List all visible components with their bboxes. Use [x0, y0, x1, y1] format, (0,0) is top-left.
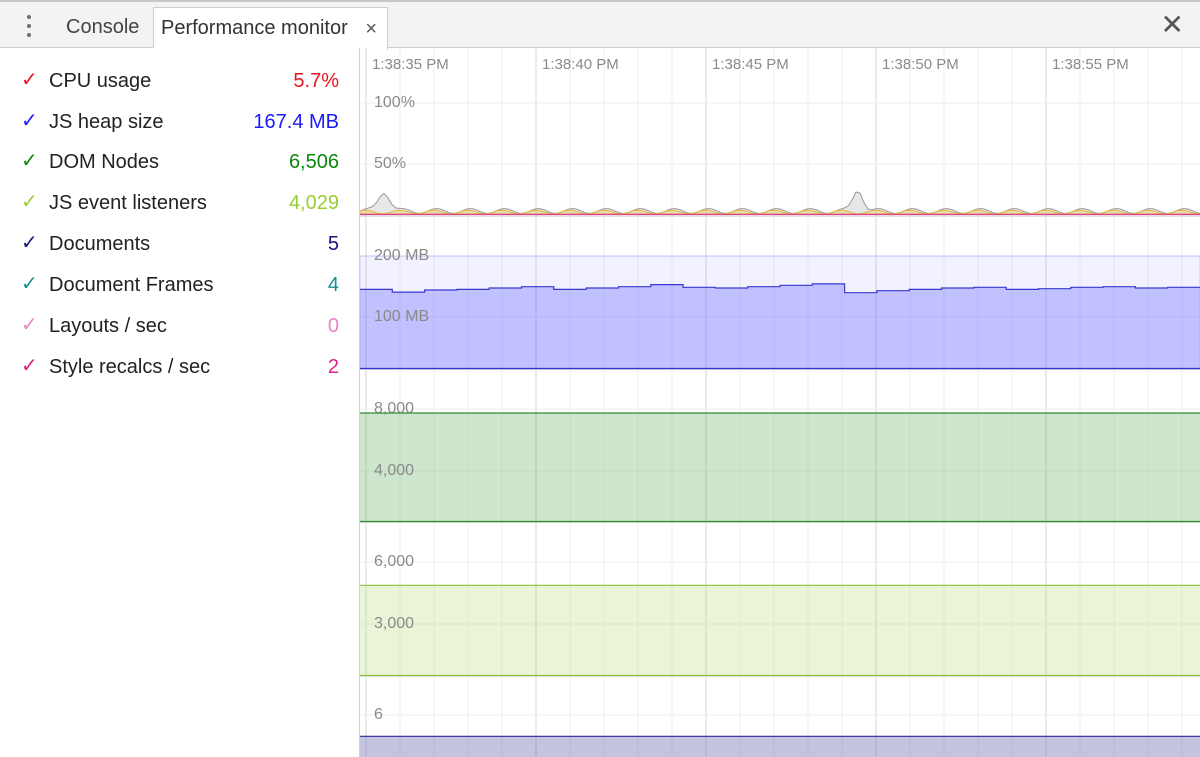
axis-label: 100%	[374, 94, 415, 111]
checkmark-icon[interactable]: ✓	[21, 273, 38, 295]
axis-label: 6	[374, 706, 383, 723]
axis-label: 4,000	[374, 462, 414, 479]
metric-label: Document Frames	[49, 274, 214, 296]
checkmark-icon[interactable]: ✓	[21, 314, 38, 336]
axis-label: 6,000	[374, 553, 414, 570]
metric-value: 4	[327, 274, 339, 296]
axis-label: 50%	[374, 155, 406, 172]
metric-value: 6,506	[288, 151, 339, 173]
metric-label: JS heap size	[49, 111, 164, 133]
metric-row[interactable]: ✓ Document Frames 4	[0, 264, 359, 304]
metric-row[interactable]: ✓ Style recalcs / sec 2	[0, 346, 359, 386]
metric-row[interactable]: ✓ DOM Nodes 6,506	[0, 141, 359, 181]
metric-row[interactable]: ✓ CPU usage 5.7%	[0, 60, 359, 100]
time-tick-label: 1:38:40 PM	[542, 56, 619, 73]
tab-performance-monitor[interactable]: Performance monitor ×	[153, 7, 388, 50]
close-tab-icon[interactable]: ×	[365, 18, 377, 40]
metrics-sidebar: ✓ CPU usage 5.7% ✓ JS heap size 167.4 MB ✓ DOM …	[0, 48, 360, 757]
metric-value: 0	[327, 315, 339, 337]
metric-row[interactable]: ✓ Documents 5	[0, 223, 359, 263]
metric-label: Style recalcs / sec	[49, 356, 211, 378]
checkmark-icon[interactable]: ✓	[21, 110, 38, 132]
axis-label: 8,000	[374, 400, 414, 417]
checkmark-icon[interactable]: ✓	[21, 150, 38, 172]
dom-nodesarea	[360, 413, 1200, 522]
metric-label: CPU usage	[49, 70, 152, 92]
metric-label: Layouts / sec	[49, 315, 167, 337]
js-event-listenersarea	[360, 585, 1200, 676]
checkmark-icon[interactable]: ✓	[21, 69, 38, 91]
devtools-tab-bar: Console Performance monitor × ✕	[0, 0, 1200, 50]
checkmark-icon[interactable]: ✓	[21, 191, 38, 213]
metric-value: 2	[327, 356, 339, 378]
time-tick-label: 1:38:50 PM	[882, 56, 959, 73]
tab-console-label: Console	[66, 16, 140, 38]
metric-value: 5.7%	[293, 70, 339, 92]
metric-value: 167.4 MB	[253, 111, 339, 133]
metric-value: 4,029	[288, 192, 339, 214]
tab-console[interactable]: Console	[54, 7, 151, 49]
axis-label: 3,000	[374, 615, 414, 632]
cpu-script-series	[360, 209, 1200, 215]
metric-row[interactable]: ✓ JS event listeners 4,029	[0, 182, 359, 222]
close-panel-icon[interactable]: ✕	[1160, 9, 1184, 40]
tab-performance-monitor-label: Performance monitor	[161, 17, 348, 39]
js-heap-line	[360, 283, 1200, 294]
axis-label: 100 MB	[374, 308, 429, 325]
metric-label: JS event listeners	[49, 192, 207, 214]
more-options-icon[interactable]	[16, 11, 42, 41]
js-heap-capacity-band	[360, 255, 1200, 370]
checkmark-icon[interactable]: ✓	[21, 355, 38, 377]
charts-svg: 1:38:35 PM 1:38:40 PM 1:38:45 PM 1:38:50 PM…	[360, 48, 1200, 757]
metric-value: 5	[327, 233, 339, 255]
time-tick-label: 1:38:55 PM	[1052, 56, 1129, 73]
js-heap-area	[360, 283, 1200, 369]
metric-row[interactable]: ✓ JS heap size 167.4 MB	[0, 101, 359, 141]
metric-label: DOM Nodes	[49, 151, 160, 173]
axis-label: 200 MB	[374, 247, 429, 264]
metric-row[interactable]: ✓ Layouts / sec 0	[0, 305, 359, 345]
metric-label: Documents	[49, 233, 151, 255]
time-tick-label: 1:38:45 PM	[712, 56, 789, 73]
performance-charts: 1:38:35 PM 1:38:40 PM 1:38:45 PM 1:38:50 PM…	[360, 48, 1200, 757]
checkmark-icon[interactable]: ✓	[21, 232, 38, 254]
time-tick-label: 1:38:35 PM	[372, 56, 449, 73]
documentsarea	[360, 736, 1200, 757]
